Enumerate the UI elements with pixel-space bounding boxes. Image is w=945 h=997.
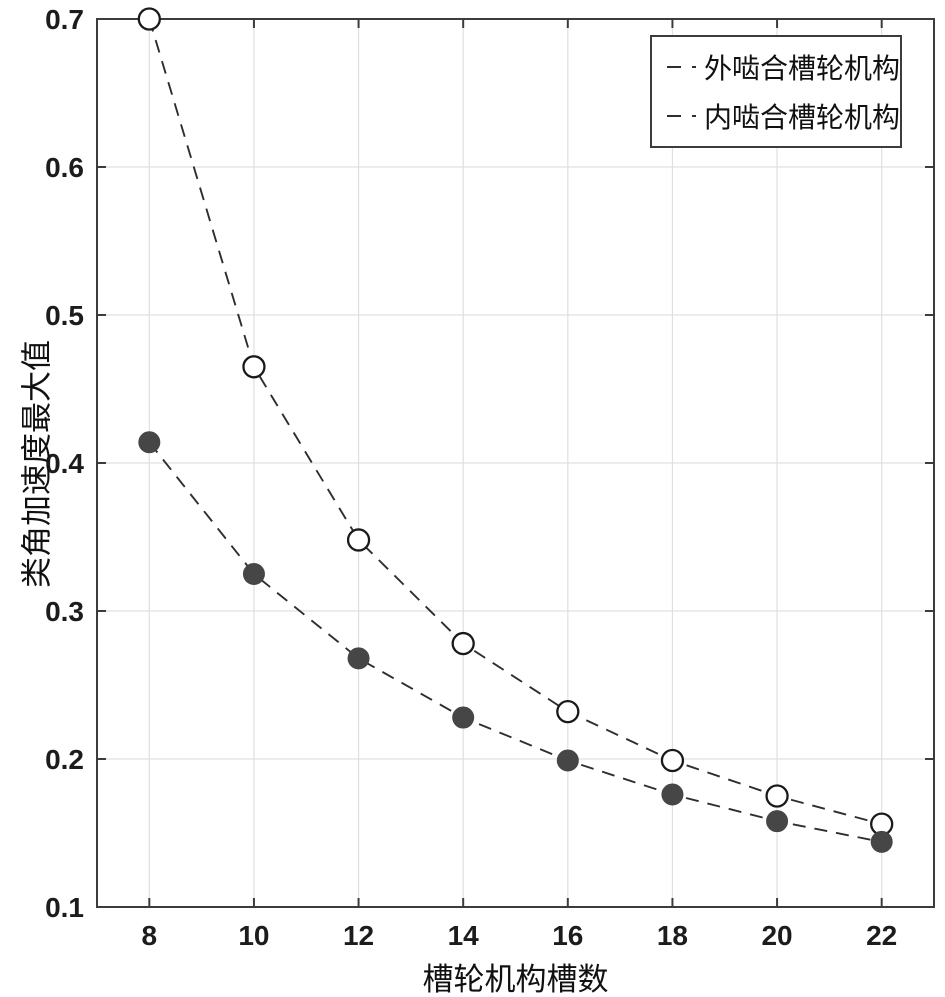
x-tick-label: 22: [866, 920, 897, 951]
marker-internal-geneva: [556, 749, 579, 772]
y-tick-label: 0.1: [45, 892, 84, 923]
y-tick-label: 0.2: [45, 744, 84, 775]
x-axis-label: 槽轮机构槽数: [422, 962, 609, 997]
y-tick-label: 0.6: [45, 152, 84, 183]
legend-label-internal-geneva: 内啮合槽轮机构: [703, 103, 900, 135]
marker-internal-geneva: [661, 783, 684, 806]
marker-internal-geneva: [766, 810, 789, 833]
x-tick-label: 20: [761, 920, 792, 951]
y-tick-label: 0.7: [45, 4, 84, 35]
legend-entry-internal-geneva: 内啮合槽轮机构: [664, 96, 900, 136]
y-tick-label: 0.5: [45, 300, 84, 331]
series-line-external-geneva: [148, 18, 882, 826]
y-tick-label: 0.4: [45, 448, 84, 479]
marker-external-geneva: [660, 748, 685, 773]
marker-internal-geneva: [870, 830, 893, 853]
marker-external-geneva: [451, 631, 475, 656]
marker-external-geneva: [765, 784, 789, 808]
legend-entry-external-geneva: 外啮合槽轮机构: [664, 47, 900, 87]
marker-internal-geneva: [347, 647, 370, 670]
legend-sample-external-geneva: [667, 65, 696, 68]
y-axis-label: 类角加速度最大值: [19, 340, 55, 588]
legend: 外啮合槽轮机构 内啮合槽轮机构: [650, 35, 902, 148]
y-tick-label: 0.3: [45, 596, 84, 627]
marker-external-geneva: [556, 699, 580, 724]
x-tick-label: 10: [238, 920, 269, 951]
marker-internal-geneva: [242, 563, 265, 585]
x-tick-label: 12: [343, 920, 374, 951]
x-tick-label: 16: [552, 920, 583, 951]
x-tick-label: 8: [142, 920, 158, 951]
marker-internal-geneva: [138, 431, 161, 454]
marker-external-geneva: [346, 528, 371, 552]
marker-external-geneva: [242, 355, 266, 379]
legend-label-external-geneva: 外啮合槽轮机构: [703, 53, 900, 85]
marker-internal-geneva: [452, 706, 475, 729]
x-tick-label: 14: [448, 920, 480, 951]
series-line-internal-geneva: [148, 441, 882, 843]
legend-sample-internal-geneva: [667, 115, 696, 118]
marker-external-geneva: [137, 7, 161, 31]
x-tick-label: 18: [657, 920, 688, 951]
